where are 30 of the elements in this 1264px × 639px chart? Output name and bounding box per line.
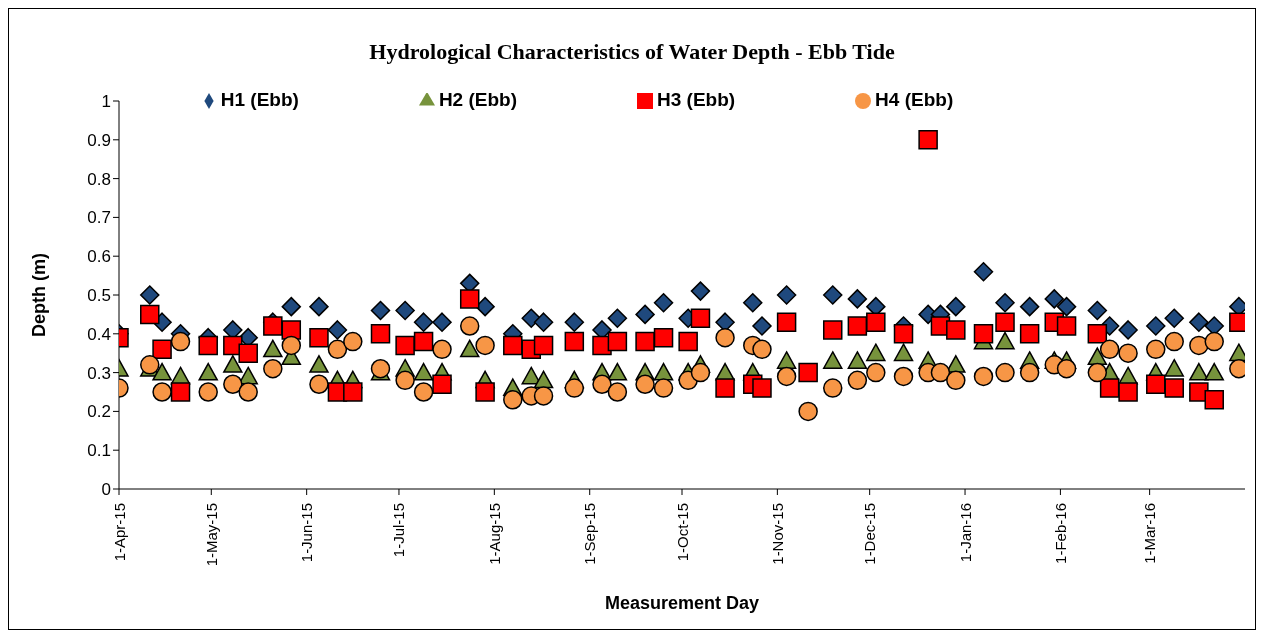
chart-title: Hydrological Characteristics of Water Depth - Ebb Tide [368, 39, 896, 65]
x-tick-label: 1-Apr-15 [110, 503, 128, 562]
y-tick-label: 1 [101, 92, 111, 112]
x-tick-label: 1-Mar-16 [1141, 503, 1159, 564]
y-tick-label: 0.7 [87, 208, 111, 228]
x-tick-label: 1-Nov-15 [768, 503, 786, 565]
y-tick-label: 0.1 [87, 441, 111, 461]
x-axis-title: Measurement Day [604, 593, 760, 613]
x-tick-label: 1-Oct-15 [673, 503, 691, 562]
y-tick-label: 0.2 [87, 402, 111, 422]
y-tick-label: 0.6 [87, 247, 111, 267]
legend-label: H1 (Ebb) [220, 89, 299, 110]
legend-label: H3 (Ebb) [657, 89, 736, 110]
x-tick-label: 1-Jan-16 [956, 503, 974, 563]
x-tick-label: 1-Feb-16 [1051, 503, 1069, 564]
y-axis-title: Depth (m) [29, 253, 50, 337]
x-tick-label: 1-Sep-15 [581, 503, 599, 565]
x-tick-label: 1-Aug-15 [485, 503, 503, 565]
x-tick-label: 1-Jun-15 [298, 503, 316, 563]
y-tick-label: 0.8 [87, 169, 111, 189]
legend-label: H2 (Ebb) [438, 89, 517, 110]
y-tick-label: 0 [101, 480, 111, 500]
y-tick-label: 0.5 [87, 286, 111, 306]
x-tick-label: 1-May-15 [202, 503, 220, 567]
x-tick-label: 1-Dec-15 [861, 503, 879, 565]
y-tick-label: 0.3 [87, 363, 111, 383]
legend-label: H4 (Ebb) [875, 89, 954, 110]
x-tick-label: 1-Jul-15 [390, 503, 408, 558]
y-tick-label: 0.9 [87, 130, 111, 150]
y-tick-label: 0.4 [87, 324, 111, 344]
